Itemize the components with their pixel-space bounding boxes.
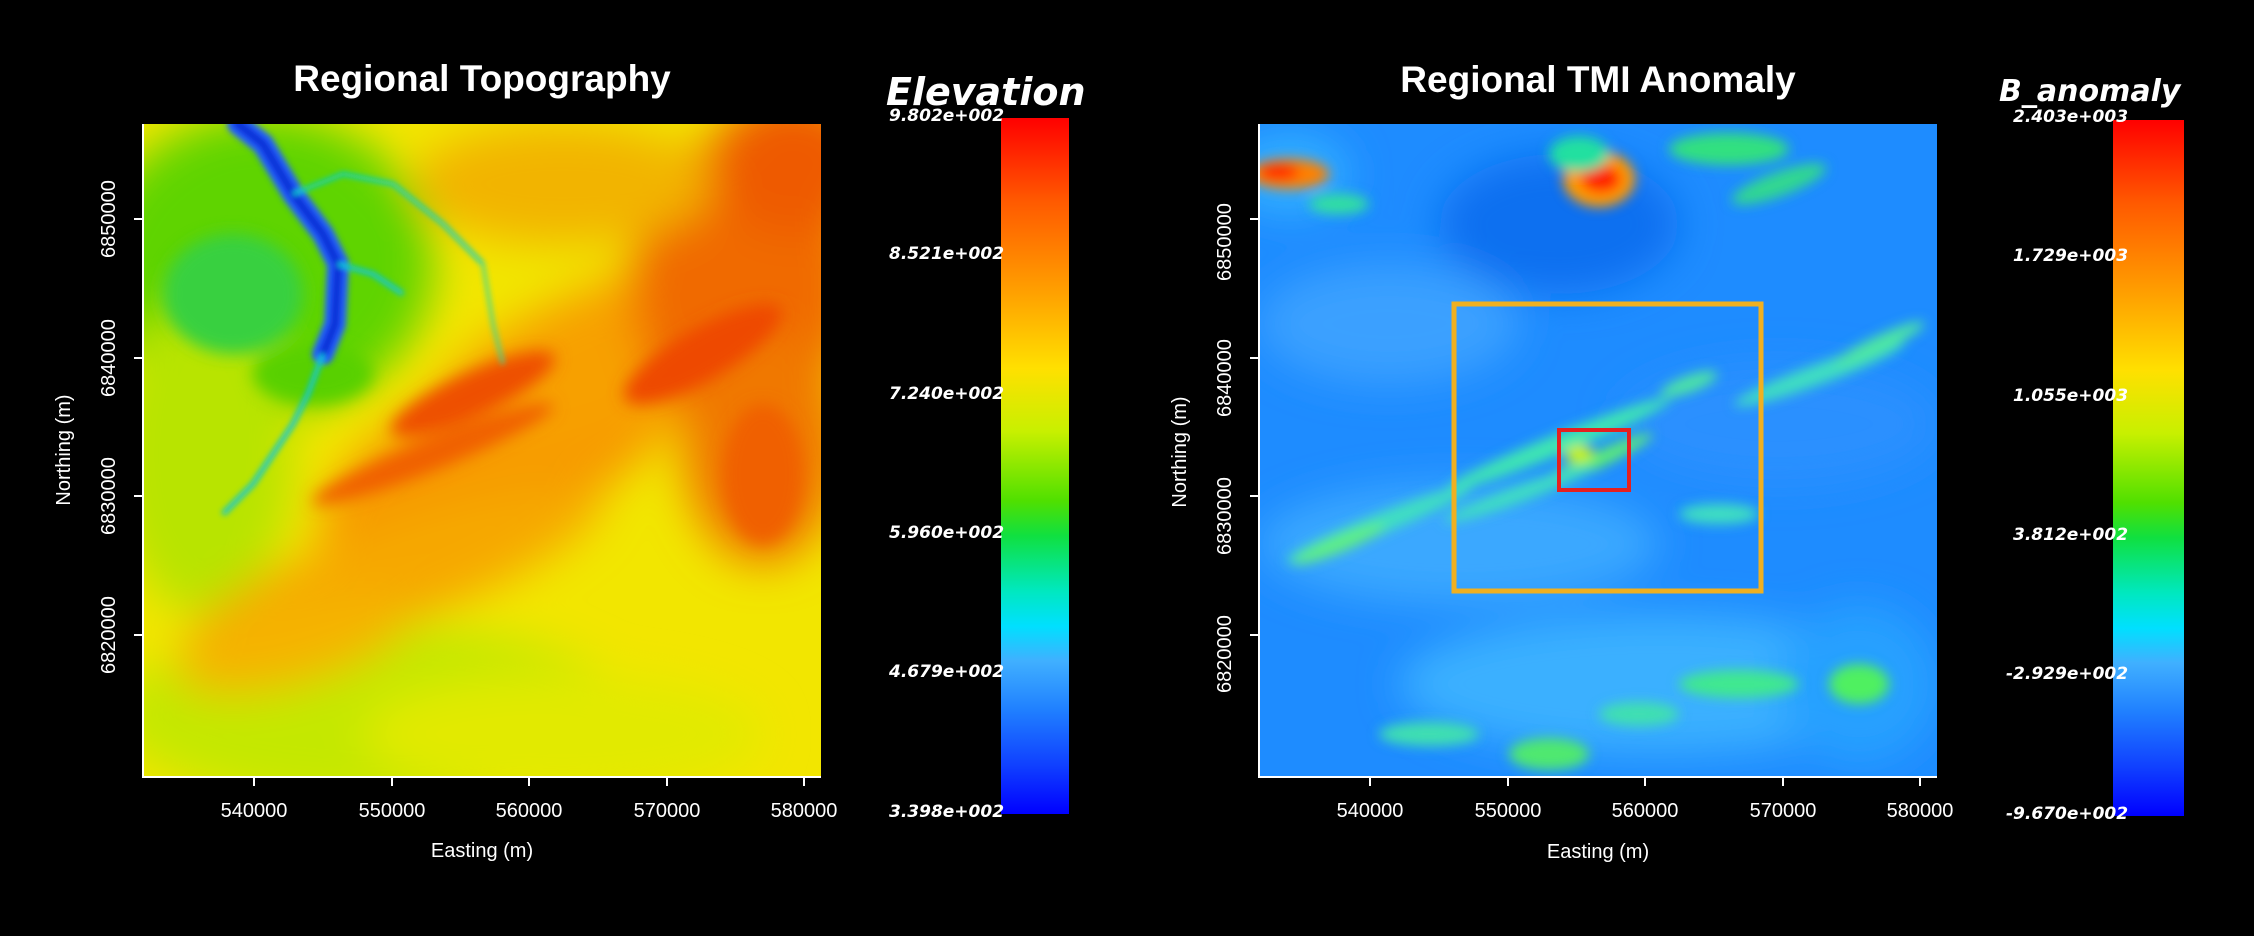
b-anomaly-colorbar-label: 2.403e+003 [2013, 107, 2129, 127]
topography-raster [143, 124, 821, 778]
tmi-x-tick-label: 550000 [1474, 800, 1542, 822]
b-anomaly-colorbar [2113, 120, 2184, 816]
topography-x-axis [143, 776, 821, 778]
tmi-y-tick-label: 6830000 [1214, 477, 1236, 555]
topography-y-tick-label: 6820000 [98, 596, 120, 674]
topography-y-tick [134, 634, 142, 636]
elevation-colorbar-title: Elevation [886, 70, 1086, 114]
b-anomaly-colorbar-label: -2.929e+002 [2006, 664, 2129, 684]
tmi-x-tick [1369, 778, 1371, 786]
b-anomaly-colorbar-label: 3.812e+002 [2013, 525, 2129, 545]
tmi-y-tick-label: 6850000 [1214, 203, 1236, 281]
tmi-x-tick-label: 540000 [1336, 800, 1404, 822]
topography-x-tick [253, 778, 255, 786]
tmi-x-axis [1259, 776, 1937, 778]
topography-x-tick [803, 778, 805, 786]
tmi-x-tick [1919, 778, 1921, 786]
tmi-y-axis [1258, 124, 1260, 778]
tmi-y-tick [1250, 634, 1258, 636]
tmi-raster [1259, 124, 1937, 778]
topography-y-axis-label: Northing (m) [53, 394, 75, 506]
elevation-colorbar [1001, 118, 1069, 814]
tmi-y-tick-label: 6820000 [1214, 615, 1236, 693]
elevation-colorbar-label: 8.521e+002 [889, 244, 1005, 264]
elevation-colorbar-label: 4.679e+002 [889, 662, 1005, 682]
b-anomaly-colorbar-label: 1.729e+003 [2013, 246, 2129, 266]
tmi-y-tick [1250, 357, 1258, 359]
topography-map [143, 124, 821, 778]
tmi-x-tick-label: 560000 [1611, 800, 1679, 822]
topography-title: Regional Topography [293, 58, 671, 99]
topography-y-tick [134, 357, 142, 359]
b-anomaly-colorbar-label: 1.055e+003 [2013, 386, 2129, 406]
tmi-x-tick [1782, 778, 1784, 786]
local-target-box [1557, 428, 1631, 492]
tmi-x-tick [1644, 778, 1646, 786]
topography-x-tick-label: 560000 [495, 800, 563, 822]
topography-y-tick [134, 218, 142, 220]
tmi-y-axis-label: Northing (m) [1169, 396, 1191, 508]
tmi-y-tick [1250, 495, 1258, 497]
topography-y-tick-label: 6840000 [98, 319, 120, 397]
elevation-colorbar-label: 3.398e+002 [889, 802, 1005, 822]
topography-x-tick-label: 540000 [220, 800, 288, 822]
topography-x-axis-label: Easting (m) [430, 840, 534, 862]
topography-y-tick [134, 495, 142, 497]
topography-x-tick [528, 778, 530, 786]
elevation-colorbar-label: 7.240e+002 [889, 384, 1005, 404]
topography-x-tick-label: 580000 [770, 800, 838, 822]
tmi-x-tick [1507, 778, 1509, 786]
regional-study-area-box [1451, 301, 1764, 594]
elevation-colorbar-label: 9.802e+002 [889, 106, 1005, 126]
tmi-y-tick [1250, 218, 1258, 220]
b-anomaly-colorbar-title: B_anomaly [1999, 74, 2181, 109]
topography-y-axis [142, 124, 144, 778]
tmi-x-axis-label: Easting (m) [1546, 841, 1650, 863]
tmi-title: Regional TMI Anomaly [1400, 59, 1796, 100]
elevation-colorbar-label: 5.960e+002 [889, 523, 1005, 543]
topography-x-tick [391, 778, 393, 786]
topography-y-tick-label: 6830000 [98, 457, 120, 535]
topography-x-tick-label: 570000 [633, 800, 701, 822]
tmi-x-tick-label: 580000 [1886, 800, 1954, 822]
tmi-y-tick-label: 6840000 [1214, 339, 1236, 417]
topography-x-tick [666, 778, 668, 786]
tmi-x-tick-label: 570000 [1749, 800, 1817, 822]
topography-y-tick-label: 6850000 [98, 180, 120, 258]
topography-x-tick-label: 550000 [358, 800, 426, 822]
tmi-map [1259, 124, 1937, 778]
b-anomaly-colorbar-label: -9.670e+002 [2006, 804, 2129, 824]
